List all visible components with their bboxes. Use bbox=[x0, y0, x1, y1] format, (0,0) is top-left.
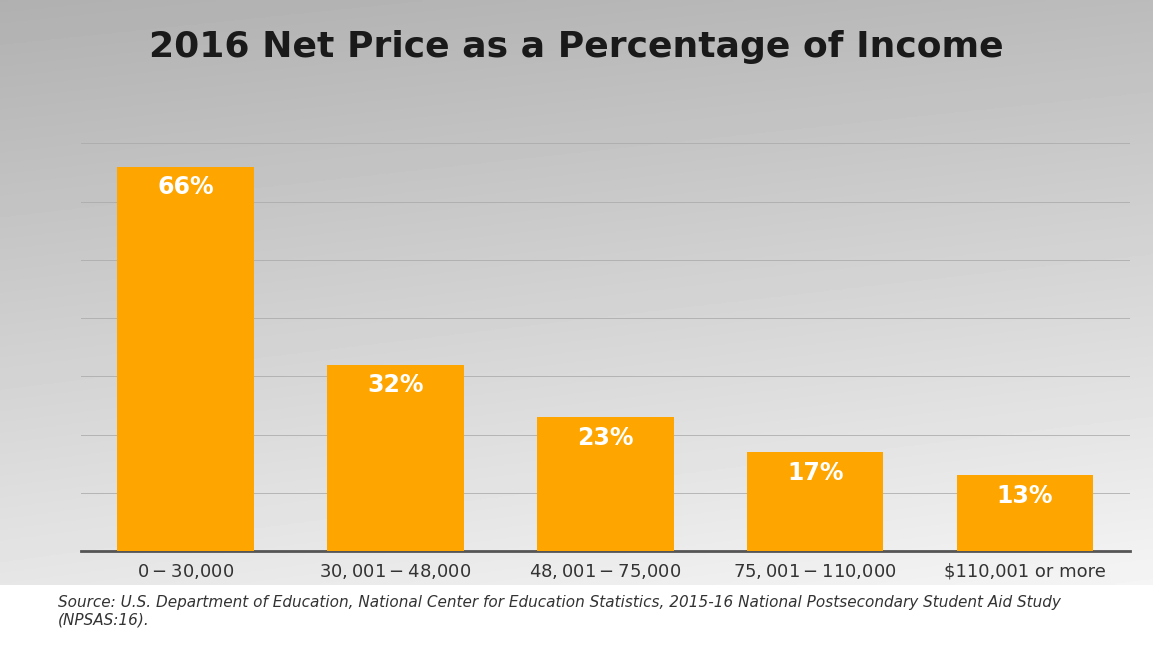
Text: 66%: 66% bbox=[157, 175, 214, 200]
Bar bbox=[957, 475, 1093, 551]
Text: 13%: 13% bbox=[996, 484, 1054, 508]
Text: 17%: 17% bbox=[786, 461, 844, 485]
Text: 23%: 23% bbox=[576, 426, 634, 450]
Bar bbox=[537, 417, 673, 551]
Text: 32%: 32% bbox=[367, 374, 424, 397]
Bar bbox=[118, 167, 254, 551]
Bar bbox=[327, 365, 464, 551]
Text: Source: U.S. Department of Education, National Center for Education Statistics, : Source: U.S. Department of Education, Na… bbox=[58, 595, 1061, 627]
Bar bbox=[747, 452, 883, 551]
Text: 2016 Net Price as a Percentage of Income: 2016 Net Price as a Percentage of Income bbox=[149, 30, 1004, 65]
